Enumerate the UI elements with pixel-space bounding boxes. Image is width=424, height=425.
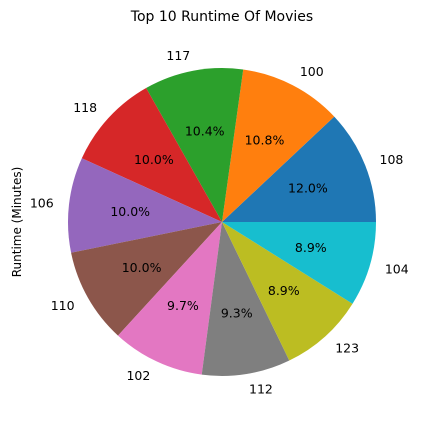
slice-percent-label: 12.0%	[288, 180, 328, 195]
pie-slice-123	[222, 222, 353, 361]
slice-category-label: 102	[126, 368, 150, 383]
pie-slice-104	[222, 222, 376, 304]
pie-slice-112	[201, 222, 290, 376]
slice-category-label: 108	[380, 152, 404, 167]
slice-percent-label: 10.8%	[245, 132, 285, 147]
slice-category-label: 104	[385, 261, 409, 276]
chart-title: Top 10 Runtime Of Movies	[130, 9, 313, 25]
slice-percent-label: 10.0%	[110, 204, 150, 219]
pie-slice-108	[222, 116, 376, 222]
y-axis-label: Runtime (Minutes)	[10, 167, 24, 278]
slice-category-label: 112	[249, 382, 273, 397]
slice-category-label: 106	[30, 195, 54, 210]
slice-category-label: 123	[335, 341, 359, 356]
slice-category-label: 117	[166, 48, 190, 63]
slice-percent-label: 8.9%	[268, 283, 300, 298]
slice-percent-label: 10.4%	[185, 124, 225, 139]
pie-slice-118	[81, 87, 222, 223]
slice-percent-label: 10.0%	[122, 260, 162, 275]
slice-percent-label: 9.3%	[221, 306, 253, 321]
pie-slices	[67, 68, 376, 376]
slice-category-label: 118	[73, 100, 97, 115]
slice-percent-label: 10.0%	[134, 152, 174, 167]
slice-percent-label: 9.7%	[167, 298, 199, 313]
slice-category-label: 110	[51, 298, 75, 313]
pie-slice-102	[118, 222, 222, 375]
slice-percent-label: 8.9%	[295, 240, 327, 255]
pie-slice-106	[67, 158, 223, 253]
pie-labels: 12.0% 108 10.8% 100 10.4% 117 10.0% 118 10.0% 106…	[30, 48, 409, 397]
pie-slice-110	[71, 222, 222, 336]
slice-category-label: 100	[300, 64, 324, 79]
pie-slice-117	[146, 68, 244, 222]
pie-slice-100	[222, 69, 335, 222]
